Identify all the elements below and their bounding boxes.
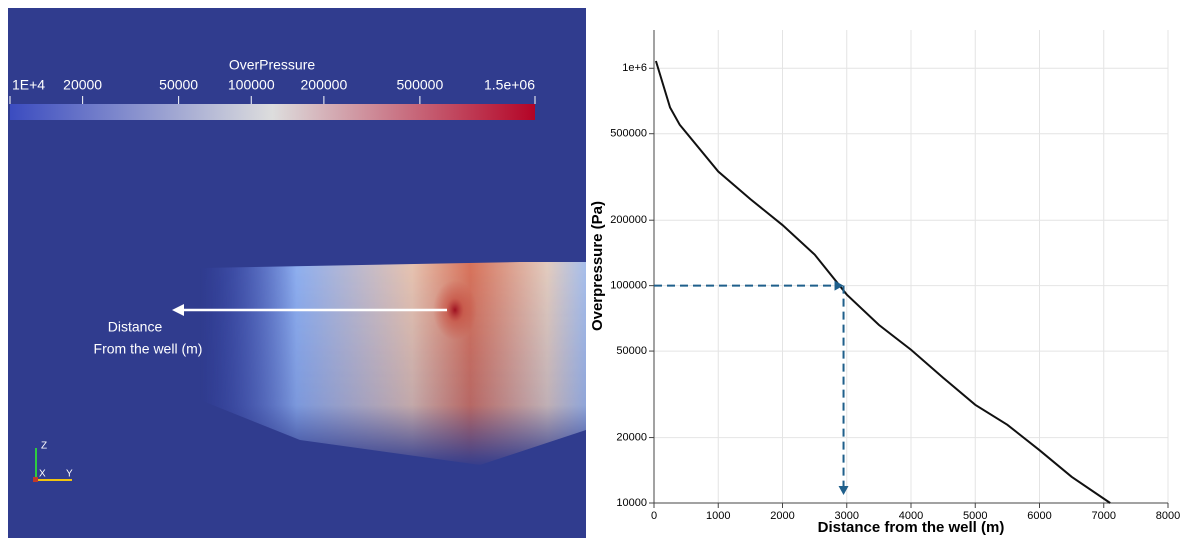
y-tick-label: 100000: [610, 280, 647, 292]
render-view: OverPressure Distance From the well (m) …: [8, 8, 586, 538]
x-tick-label: 6000: [1027, 510, 1051, 522]
y-tick-label: 1e+6: [622, 62, 647, 74]
colorbar-tick-label: 100000: [228, 77, 275, 93]
axis-x: [33, 477, 38, 482]
data-line: [654, 60, 1111, 504]
axis-label: Y: [66, 469, 73, 480]
x-tick-label: 7000: [1092, 510, 1116, 522]
x-tick-label: 3000: [835, 510, 859, 522]
colorbar-title: OverPressure: [229, 57, 316, 73]
x-axis-label: Distance from the well (m): [818, 519, 1005, 536]
colorbar-tick-label: 200000: [301, 77, 348, 93]
y-tick-label: 50000: [616, 345, 647, 357]
annotation: Distance: [108, 319, 163, 335]
x-tick-label: 4000: [899, 510, 923, 522]
colorbar-tick-label: 500000: [397, 77, 444, 93]
pressure-field: [200, 262, 586, 465]
hot-spot: [433, 280, 477, 340]
x-tick-label: 8000: [1156, 510, 1180, 522]
y-axis-label: Overpressure (Pa): [589, 201, 606, 331]
x-tick-label: 2000: [770, 510, 794, 522]
line-chart: Distance from the well (m) Overpressure …: [589, 30, 1180, 536]
arrow-head: [172, 304, 184, 316]
x-tick-label: 5000: [963, 510, 987, 522]
y-tick-label: 200000: [610, 214, 647, 226]
marker-head: [834, 280, 844, 291]
colorbar-tick-label: 50000: [159, 77, 198, 93]
axis-label: Z: [41, 441, 47, 452]
axis-label: X: [39, 469, 46, 480]
y-tick-label: 10000: [616, 497, 647, 509]
y-tick-label: 500000: [610, 128, 647, 140]
x-tick-label: 0: [651, 510, 657, 522]
colorbar-tick-label: 20000: [63, 77, 102, 93]
colorbar-tick-label: 1E+4: [12, 77, 45, 93]
colorbar: [10, 104, 535, 120]
annotation: From the well (m): [94, 341, 203, 357]
colorbar-tick-label: 1.5e+06: [484, 77, 535, 93]
x-tick-label: 1000: [706, 510, 730, 522]
marker-head: [838, 486, 849, 495]
y-tick-label: 20000: [616, 431, 647, 443]
